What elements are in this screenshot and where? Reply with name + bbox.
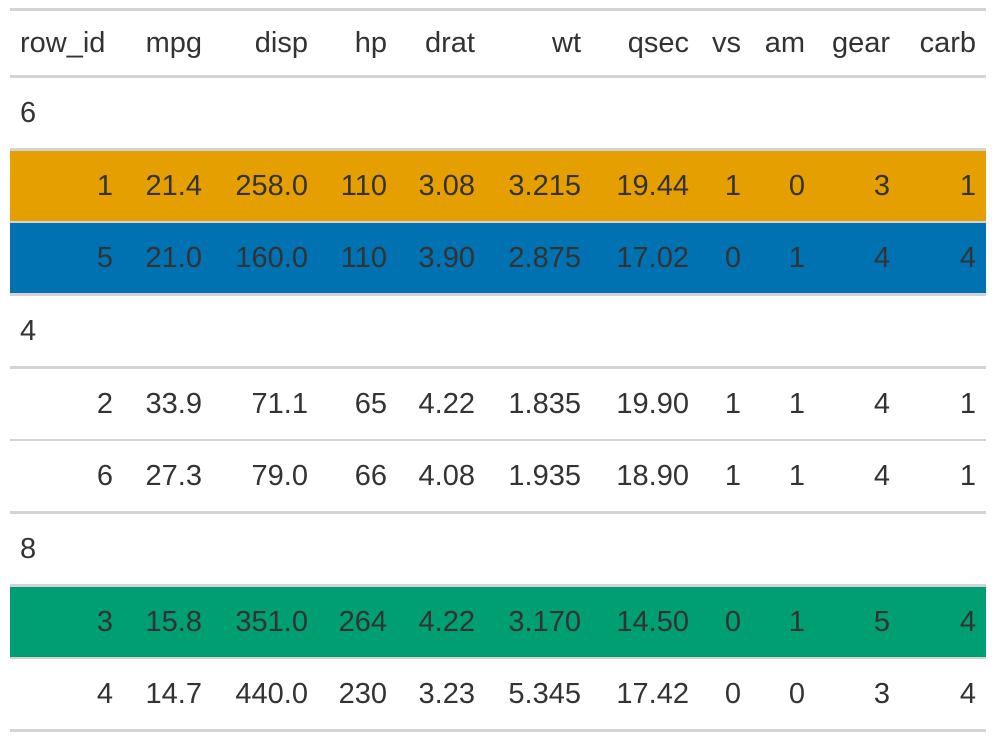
cell-disp: 258.0: [212, 149, 318, 223]
cell-wt: 1.835: [485, 367, 591, 441]
cell-carb: 1: [900, 149, 986, 223]
cell-drat: 4.22: [397, 367, 485, 441]
cell-disp: 351.0: [212, 585, 318, 659]
column-header-disp: disp: [212, 8, 318, 78]
cell-wt: 2.875: [485, 222, 591, 296]
cell-gear: 4: [815, 367, 900, 441]
cell-carb: 1: [900, 367, 986, 441]
cell-drat: 3.23: [397, 658, 485, 732]
row-group-label: 6: [10, 76, 986, 151]
cell-hp: 66: [318, 440, 397, 514]
column-header-am: am: [751, 8, 815, 78]
cell-disp: 160.0: [212, 222, 318, 296]
cell-mpg: 21.0: [123, 222, 212, 296]
cell-gear: 3: [815, 658, 900, 732]
cell-drat: 3.90: [397, 222, 485, 296]
cell-am: 0: [751, 658, 815, 732]
cell-carb: 4: [900, 658, 986, 732]
cell-qsec: 14.50: [591, 585, 699, 659]
cell-am: 1: [751, 585, 815, 659]
column-header-vs: vs: [699, 8, 751, 78]
cell-gear: 5: [815, 585, 900, 659]
cell-carb: 1: [900, 440, 986, 514]
cell-vs: 0: [699, 658, 751, 732]
table-row: 1 21.4 258.0 110 3.08 3.215 19.44 1 0 3 1: [10, 149, 986, 223]
cell-row-id: 5: [10, 222, 123, 296]
cell-vs: 0: [699, 222, 751, 296]
cell-mpg: 15.8: [123, 585, 212, 659]
cell-gear: 3: [815, 149, 900, 223]
column-header-drat: drat: [397, 8, 485, 78]
column-header-hp: hp: [318, 8, 397, 78]
cell-am: 1: [751, 440, 815, 514]
column-header-wt: wt: [485, 8, 591, 78]
cell-drat: 3.08: [397, 149, 485, 223]
cell-qsec: 19.44: [591, 149, 699, 223]
header-row: row_id mpg disp hp drat wt qsec vs am gear carb: [10, 8, 986, 78]
row-group-header: 4: [10, 294, 986, 369]
cell-am: 1: [751, 222, 815, 296]
column-header-row-id: row_id: [10, 8, 123, 78]
cell-mpg: 21.4: [123, 149, 212, 223]
cell-wt: 5.345: [485, 658, 591, 732]
cell-hp: 110: [318, 149, 397, 223]
cell-wt: 3.170: [485, 585, 591, 659]
column-header-qsec: qsec: [591, 8, 699, 78]
column-header-carb: carb: [900, 8, 986, 78]
cell-qsec: 19.90: [591, 367, 699, 441]
cell-row-id: 4: [10, 658, 123, 732]
cell-mpg: 27.3: [123, 440, 212, 514]
cell-disp: 79.0: [212, 440, 318, 514]
cell-hp: 65: [318, 367, 397, 441]
cell-hp: 264: [318, 585, 397, 659]
cell-carb: 4: [900, 222, 986, 296]
table-row: 6 27.3 79.0 66 4.08 1.935 18.90 1 1 4 1: [10, 440, 986, 514]
cell-disp: 440.0: [212, 658, 318, 732]
cell-disp: 71.1: [212, 367, 318, 441]
cell-qsec: 17.02: [591, 222, 699, 296]
table-row: 3 15.8 351.0 264 4.22 3.170 14.50 0 1 5 4: [10, 585, 986, 659]
cell-am: 1: [751, 367, 815, 441]
cell-vs: 1: [699, 440, 751, 514]
cell-row-id: 6: [10, 440, 123, 514]
table-row: 5 21.0 160.0 110 3.90 2.875 17.02 0 1 4 4: [10, 222, 986, 296]
column-header-gear: gear: [815, 8, 900, 78]
cell-vs: 0: [699, 585, 751, 659]
cell-carb: 4: [900, 585, 986, 659]
cell-qsec: 17.42: [591, 658, 699, 732]
column-header-mpg: mpg: [123, 8, 212, 78]
cell-wt: 3.215: [485, 149, 591, 223]
cell-gear: 4: [815, 440, 900, 514]
cell-mpg: 33.9: [123, 367, 212, 441]
row-group-label: 8: [10, 512, 986, 587]
cell-gear: 4: [815, 222, 900, 296]
row-group-header: 8: [10, 512, 986, 587]
table-row: 4 14.7 440.0 230 3.23 5.345 17.42 0 0 3 4: [10, 658, 986, 732]
cell-hp: 110: [318, 222, 397, 296]
cell-drat: 4.08: [397, 440, 485, 514]
table-row: 2 33.9 71.1 65 4.22 1.835 19.90 1 1 4 1: [10, 367, 986, 441]
cell-vs: 1: [699, 149, 751, 223]
row-group-header: 6: [10, 76, 986, 151]
cell-qsec: 18.90: [591, 440, 699, 514]
cell-row-id: 1: [10, 149, 123, 223]
cell-vs: 1: [699, 367, 751, 441]
cell-hp: 230: [318, 658, 397, 732]
cell-row-id: 3: [10, 585, 123, 659]
cell-am: 0: [751, 149, 815, 223]
cell-mpg: 14.7: [123, 658, 212, 732]
cell-row-id: 2: [10, 367, 123, 441]
cell-wt: 1.935: [485, 440, 591, 514]
row-group-label: 4: [10, 294, 986, 369]
cell-drat: 4.22: [397, 585, 485, 659]
